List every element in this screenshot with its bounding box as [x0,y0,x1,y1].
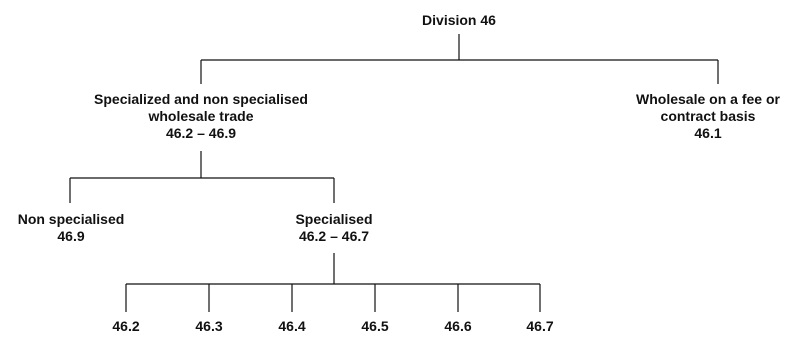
node-specialised-code: 46.2 – 46.7 [298,228,370,244]
node-division-46-label: Division 46 [422,12,496,28]
leaf-46-3: 46.3 [179,318,239,335]
leaf-46-6: 46.6 [428,318,488,335]
node-specialised: Specialised 46.2 – 46.7 [254,211,414,245]
node-non-specialised-code: 46.9 [57,228,85,244]
node-specialized-and-non-code: 46.2 – 46.9 [165,125,237,141]
leaf-46-7: 46.7 [510,318,570,335]
node-specialized-and-non-specialised: Specialized and non specialised wholesal… [51,91,351,142]
node-wholesale-fee-contract: Wholesale on a fee or contract basis 46.… [608,91,808,142]
leaf-46-2: 46.2 [96,318,156,335]
leaf-46-4: 46.4 [262,318,322,335]
leaf-46-4-label: 46.4 [278,318,306,334]
node-specialized-and-non-line1: Specialized and non specialised [94,91,308,107]
node-non-specialised-line1: Non specialised [17,211,125,227]
leaf-46-6-label: 46.6 [444,318,472,334]
leaf-46-7-label: 46.7 [526,318,554,334]
node-fee-contract-line2: contract basis [660,108,756,124]
node-fee-contract-code: 46.1 [694,125,722,141]
node-non-specialised: Non specialised 46.9 [0,211,142,245]
leaf-46-3-label: 46.3 [195,318,223,334]
leaf-46-2-label: 46.2 [112,318,140,334]
node-division-46: Division 46 [359,12,559,29]
node-specialized-and-non-line2: wholesale trade [148,108,254,124]
node-specialised-line1: Specialised [295,211,373,227]
leaf-46-5-label: 46.5 [361,318,389,334]
leaf-46-5: 46.5 [345,318,405,335]
node-fee-contract-line1: Wholesale on a fee or [636,91,780,107]
